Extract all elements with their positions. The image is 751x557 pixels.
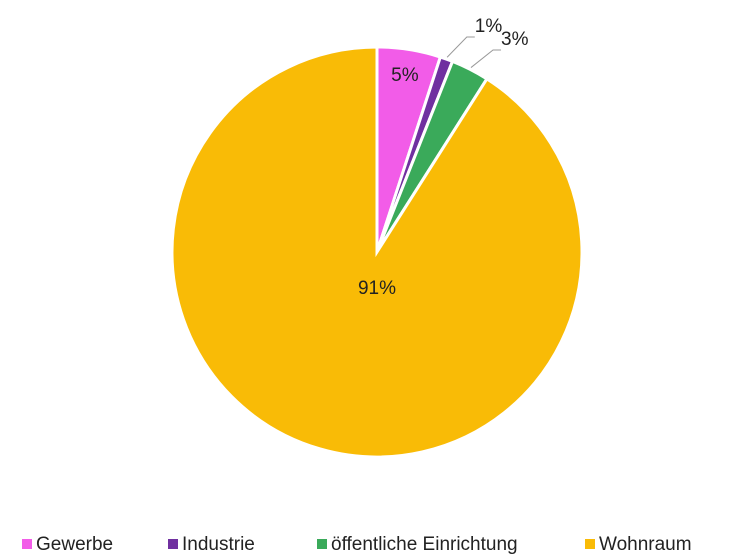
data-label: 5% (391, 65, 419, 86)
legend-marker (168, 539, 178, 549)
legend-marker (317, 539, 327, 549)
legend-label: öffentliche Einrichtung (331, 534, 518, 555)
leader-line (446, 36, 475, 58)
legend-label: Industrie (182, 534, 255, 555)
legend-label: Wohnraum (599, 534, 692, 555)
leader-line (470, 49, 502, 68)
pie-slice (170, 45, 584, 459)
legend-marker (22, 539, 32, 549)
data-label: 91% (358, 278, 396, 299)
legend-marker (585, 539, 595, 549)
data-label: 1% (475, 16, 503, 37)
legend-label: Gewerbe (36, 534, 113, 555)
data-label: 3% (501, 29, 529, 50)
